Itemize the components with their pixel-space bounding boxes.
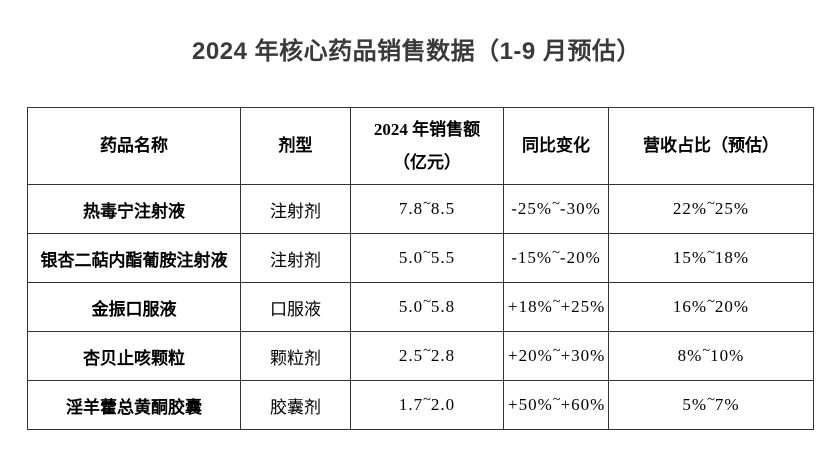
page-title: 2024 年核心药品销售数据（1-9 月预估） bbox=[192, 38, 641, 65]
cell-drug-name: 热毒宁注射液 bbox=[27, 184, 241, 234]
column-header-label-line1: 2024 年销售额 bbox=[373, 119, 481, 139]
cell-revenue-share: 16%~20% bbox=[608, 282, 814, 332]
cell-sales: 7.8~8.5 bbox=[350, 184, 504, 234]
table-row: 杏贝止咳颗粒 颗粒剂 2.5~2.8 +20%~+30% 8%~10% bbox=[27, 331, 814, 381]
cell-yoy-change: +50%~+60% bbox=[503, 380, 609, 430]
column-header-label: 药品名称 bbox=[100, 136, 168, 156]
cell-sales: 1.7~2.0 bbox=[350, 380, 504, 430]
cell-yoy-change: -15%~-20% bbox=[503, 233, 609, 283]
table-row: 热毒宁注射液 注射剂 7.8~8.5 -25%~-30% 22%~25% bbox=[27, 184, 814, 234]
cell-dosage-form: 胶囊剂 bbox=[240, 380, 351, 430]
drug-sales-table: 药品名称 剂型 2024 年销售额 （亿元） 同比变化 营收占比（预估） 热毒宁… bbox=[27, 107, 814, 430]
cell-drug-name: 金振口服液 bbox=[27, 282, 241, 332]
table-row: 银杏二萜内酯葡胺注射液 注射剂 5.0~5.5 -15%~-20% 15%~18… bbox=[27, 233, 814, 283]
column-header-revenue-share: 营收占比（预估） bbox=[608, 107, 814, 185]
cell-yoy-change: +20%~+30% bbox=[503, 331, 609, 381]
cell-dosage-form: 注射剂 bbox=[240, 184, 351, 234]
table-header-row: 药品名称 剂型 2024 年销售额 （亿元） 同比变化 营收占比（预估） bbox=[27, 107, 814, 185]
cell-revenue-share: 22%~25% bbox=[608, 184, 814, 234]
cell-yoy-change: -25%~-30% bbox=[503, 184, 609, 234]
cell-dosage-form: 口服液 bbox=[240, 282, 351, 332]
cell-drug-name: 银杏二萜内酯葡胺注射液 bbox=[27, 233, 241, 283]
column-header-sales-2024: 2024 年销售额 （亿元） bbox=[350, 107, 504, 185]
cell-sales: 2.5~2.8 bbox=[350, 331, 504, 381]
column-header-label-line2: （亿元） bbox=[393, 153, 461, 172]
cell-dosage-form: 注射剂 bbox=[240, 233, 351, 283]
column-header-label: 剂型 bbox=[278, 136, 313, 156]
cell-drug-name: 淫羊藿总黄酮胶囊 bbox=[27, 380, 241, 430]
cell-yoy-change: +18%~+25% bbox=[503, 282, 609, 332]
table-row: 淫羊藿总黄酮胶囊 胶囊剂 1.7~2.0 +50%~+60% 5%~7% bbox=[27, 380, 814, 430]
column-header-label: 营收占比（预估） bbox=[643, 136, 779, 156]
cell-revenue-share: 15%~18% bbox=[608, 233, 814, 283]
cell-revenue-share: 5%~7% bbox=[608, 380, 814, 430]
cell-sales: 5.0~5.5 bbox=[350, 233, 504, 283]
cell-drug-name: 杏贝止咳颗粒 bbox=[27, 331, 241, 381]
cell-sales: 5.0~5.8 bbox=[350, 282, 504, 332]
table-row: 金振口服液 口服液 5.0~5.8 +18%~+25% 16%~20% bbox=[27, 282, 814, 332]
column-header-dosage-form: 剂型 bbox=[240, 107, 351, 185]
cell-dosage-form: 颗粒剂 bbox=[240, 331, 351, 381]
column-header-drug-name: 药品名称 bbox=[27, 107, 241, 185]
cell-revenue-share: 8%~10% bbox=[608, 331, 814, 381]
column-header-yoy-change: 同比变化 bbox=[503, 107, 609, 185]
column-header-label: 同比变化 bbox=[522, 136, 590, 156]
